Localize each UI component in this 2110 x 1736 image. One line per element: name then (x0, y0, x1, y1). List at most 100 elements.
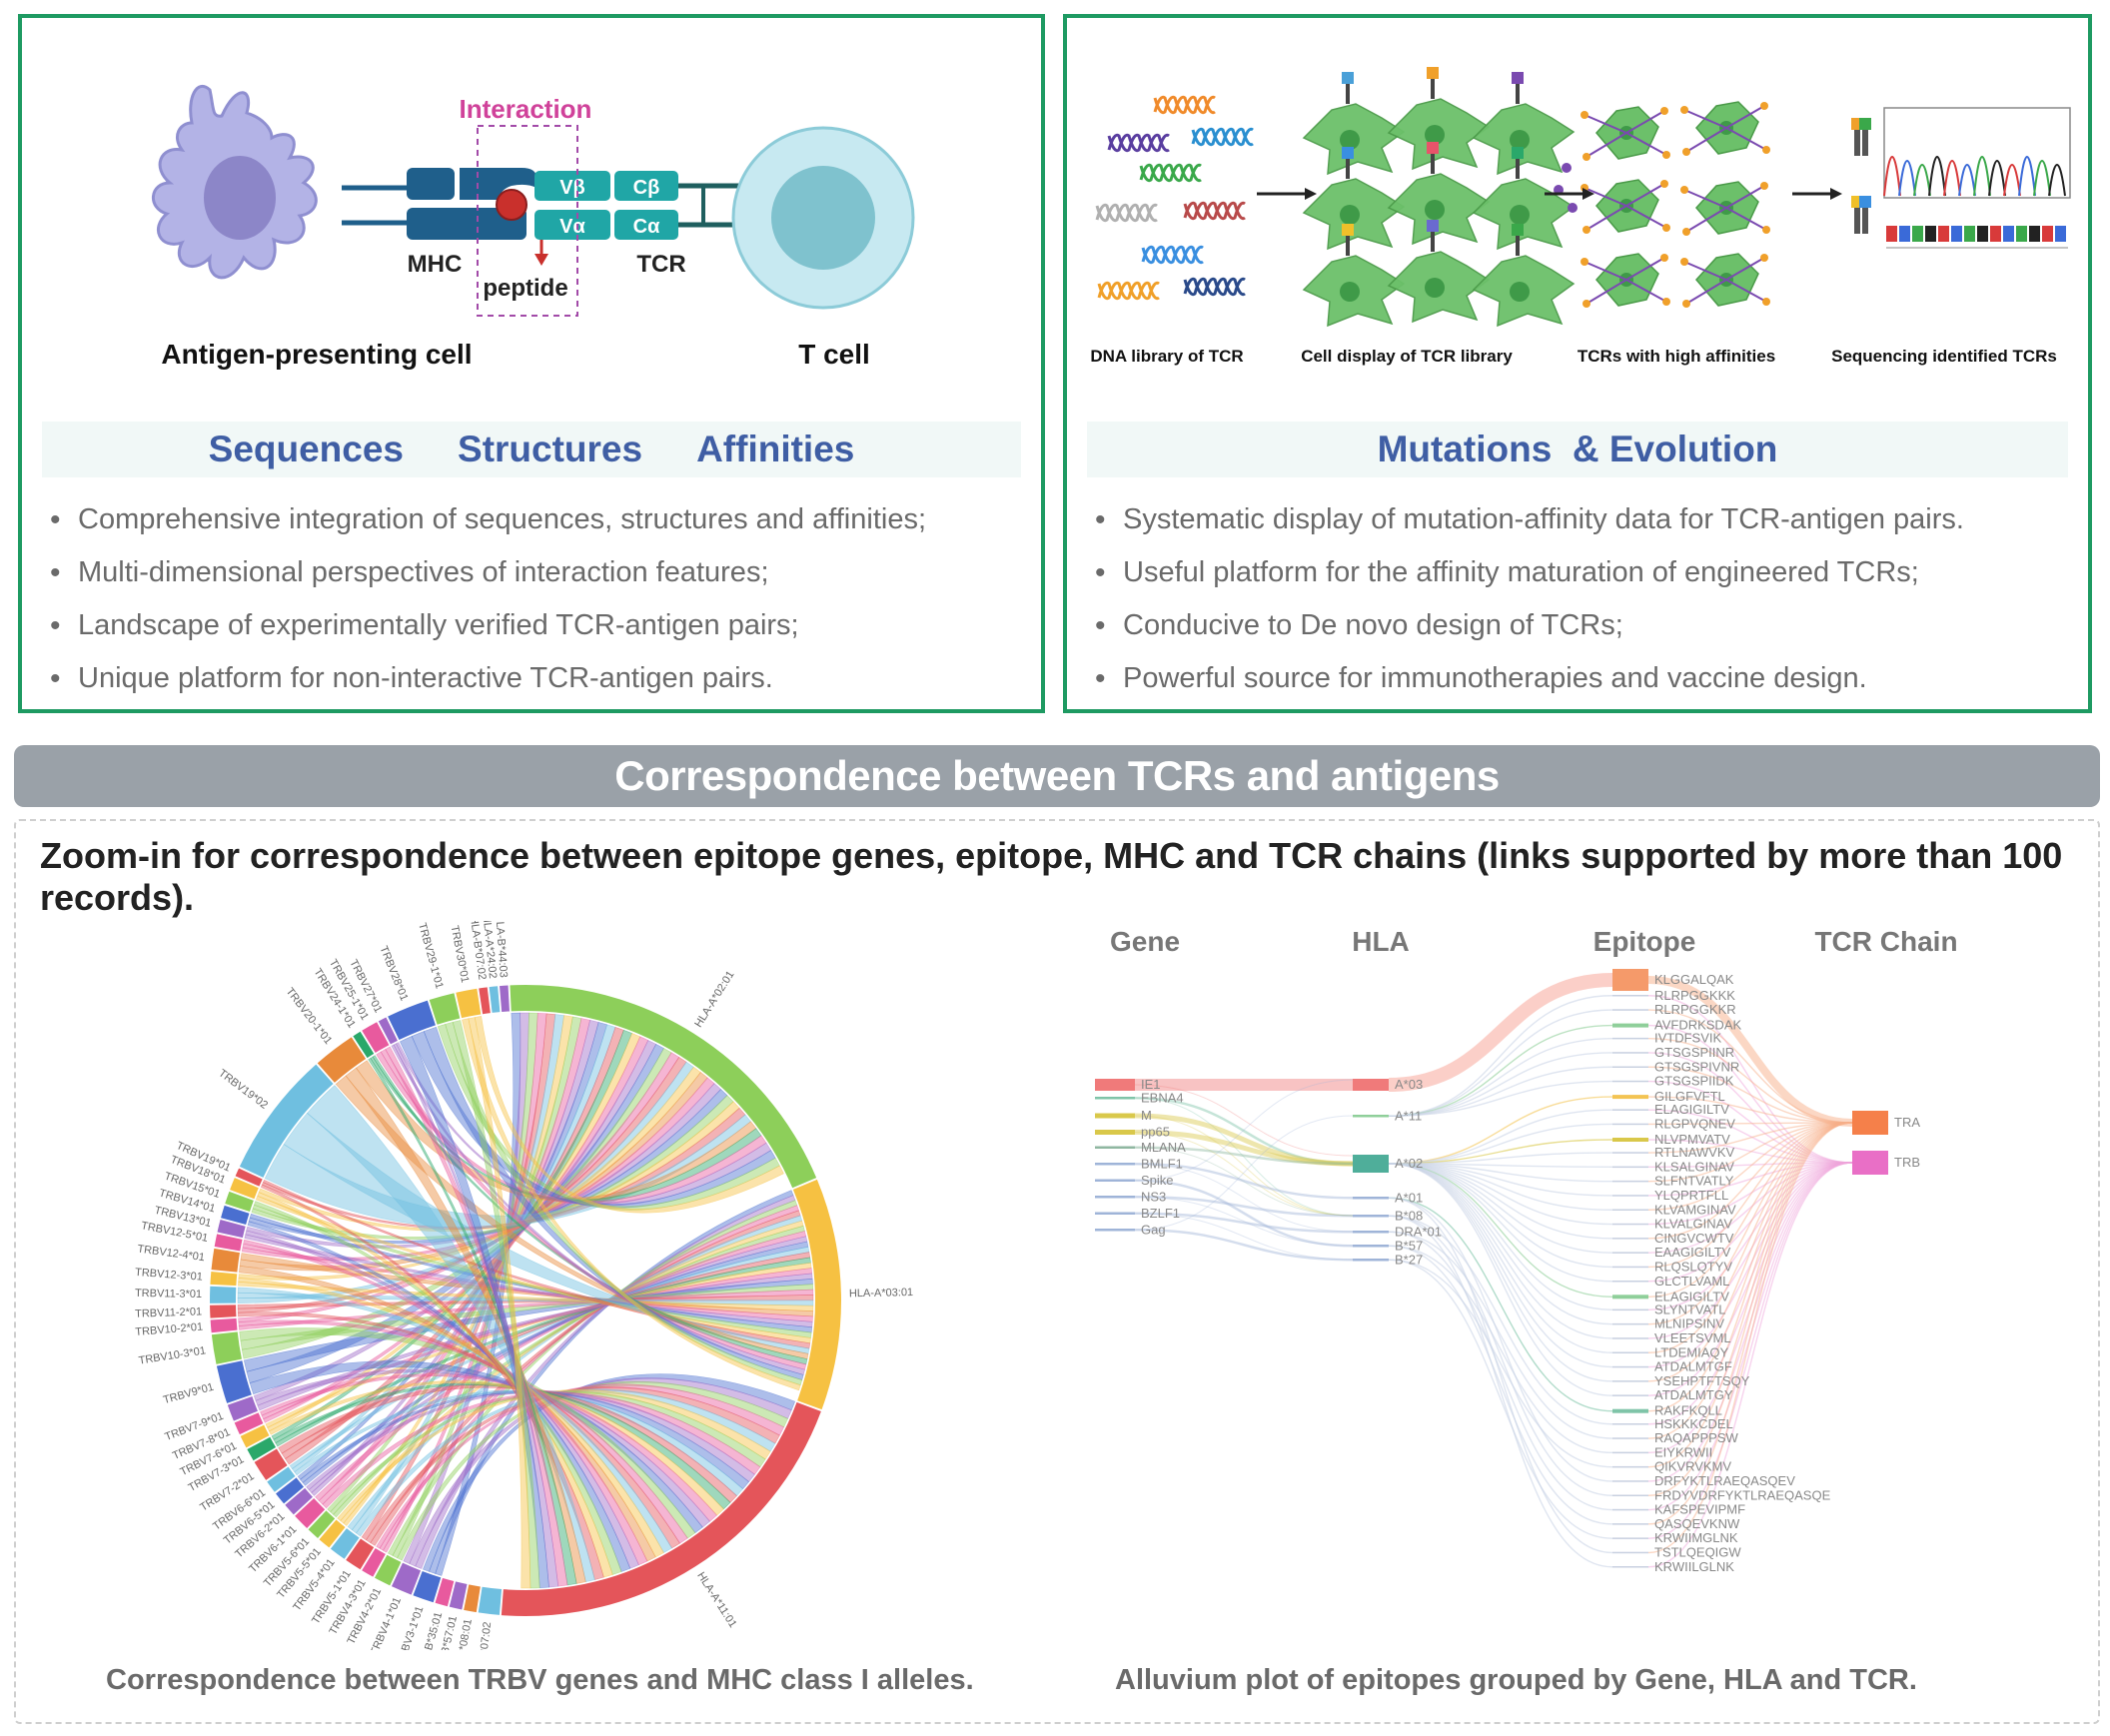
chord-segment[interactable] (449, 1581, 468, 1610)
alluvium-node[interactable] (1095, 1229, 1135, 1232)
alluvium-node[interactable] (1612, 1508, 1648, 1511)
chord-segment[interactable] (234, 1412, 264, 1435)
alluvium-node[interactable] (1612, 1337, 1648, 1339)
chord-segment[interactable] (214, 1234, 243, 1252)
alluvium-node[interactable] (1612, 1408, 1648, 1413)
alluvium-node[interactable] (1612, 1365, 1648, 1368)
alluvium-node[interactable] (1612, 1394, 1648, 1396)
alluvium-node[interactable] (1612, 1523, 1648, 1525)
chord-segment[interactable] (478, 1586, 503, 1615)
alluvium-node[interactable] (1612, 1152, 1648, 1154)
chord-segment[interactable] (235, 1168, 263, 1187)
chord-segment[interactable] (239, 1064, 334, 1178)
chord-segment[interactable] (217, 1220, 246, 1239)
alluvium-node[interactable] (1095, 1163, 1135, 1166)
alluvium-node[interactable] (1612, 1423, 1648, 1425)
chord-segment[interactable] (489, 986, 501, 1013)
chord-segment[interactable] (501, 1401, 821, 1616)
chord-segment[interactable] (211, 1248, 240, 1273)
alluvium-node[interactable] (1353, 1259, 1389, 1262)
chord-segment[interactable] (479, 987, 491, 1015)
chord-segment[interactable] (330, 1528, 360, 1559)
alluvium-node[interactable] (1612, 1180, 1648, 1183)
chord-segment[interactable] (227, 1396, 258, 1421)
chord-segment[interactable] (210, 1317, 238, 1333)
alluvium-node[interactable] (1095, 1212, 1135, 1216)
alluvium-node[interactable] (1612, 969, 1648, 991)
alluvium-node[interactable] (1612, 1109, 1648, 1111)
alluvium-node[interactable] (1612, 1080, 1648, 1083)
alluvium-node[interactable] (1612, 1494, 1648, 1497)
chord-segment[interactable] (435, 1577, 455, 1607)
alluvium-node[interactable] (1612, 1223, 1648, 1226)
chord-segment[interactable] (413, 1570, 442, 1603)
chord-segment[interactable] (216, 1360, 252, 1403)
chord-segment[interactable] (267, 1466, 296, 1492)
chord-segment[interactable] (230, 1178, 259, 1200)
alluvium-node[interactable] (1612, 1308, 1648, 1311)
chord-segment[interactable] (374, 1554, 402, 1586)
alluvium-node[interactable] (1612, 1465, 1648, 1468)
alluvium-node[interactable] (1612, 1281, 1648, 1283)
alluvium-node[interactable] (1095, 1079, 1135, 1091)
chord-segment[interactable] (362, 1547, 386, 1577)
chord-segment[interactable] (429, 993, 461, 1025)
chord-segment[interactable] (240, 1424, 270, 1448)
chord-segment[interactable] (308, 1510, 336, 1538)
alluvium-node[interactable] (1612, 1023, 1648, 1028)
chord-segment[interactable] (391, 1562, 422, 1595)
alluvium-node[interactable] (1612, 1266, 1648, 1269)
alluvium-node[interactable] (1612, 1066, 1648, 1069)
alluvium-node[interactable] (1353, 1245, 1389, 1248)
chord-segment[interactable] (378, 1017, 398, 1045)
alluvium-node[interactable] (1612, 1437, 1648, 1439)
alluvium-node[interactable] (1353, 1079, 1389, 1091)
chord-segment[interactable] (388, 1000, 436, 1041)
chord-segment[interactable] (510, 985, 817, 1189)
chord-segment[interactable] (254, 1448, 288, 1480)
alluvium-node[interactable] (1612, 1052, 1648, 1054)
chord-segment[interactable] (456, 988, 482, 1019)
alluvium-node[interactable] (1612, 1209, 1648, 1212)
alluvium-node[interactable] (1612, 1551, 1648, 1554)
alluvium-node[interactable] (1612, 1252, 1648, 1254)
alluvium-node[interactable] (1612, 1480, 1648, 1482)
alluvium-node[interactable] (1095, 1146, 1135, 1150)
chord-segment[interactable] (210, 1286, 237, 1303)
alluvium-node[interactable] (1612, 1322, 1648, 1325)
alluvium-node[interactable] (1095, 1179, 1135, 1183)
alluvium-node[interactable] (1612, 995, 1648, 997)
chord-segment[interactable] (317, 1037, 367, 1083)
alluvium-node[interactable] (1612, 1138, 1648, 1142)
alluvium-node[interactable] (1612, 1009, 1648, 1011)
chord-segment[interactable] (319, 1519, 346, 1548)
chord-segment[interactable] (225, 1191, 254, 1213)
chord-segment[interactable] (500, 985, 510, 1012)
alluvium-node[interactable] (1612, 1537, 1648, 1539)
chord-segment[interactable] (346, 1538, 375, 1570)
alluvium-node[interactable] (1095, 1196, 1135, 1199)
alluvium-node[interactable] (1353, 1231, 1389, 1234)
alluvium-node[interactable] (1612, 1123, 1648, 1126)
alluvium-node[interactable] (1353, 1197, 1389, 1200)
alluvium-node[interactable] (1353, 1155, 1389, 1173)
chord-segment[interactable] (221, 1205, 250, 1226)
chord-segment[interactable] (210, 1304, 237, 1318)
chord-segment[interactable] (464, 1584, 481, 1613)
chord-segment[interactable] (247, 1436, 277, 1461)
alluvium-node[interactable] (1612, 1566, 1648, 1568)
alluvium-node[interactable] (1612, 1166, 1648, 1169)
alluvium-node[interactable] (1612, 1351, 1648, 1354)
alluvium-node[interactable] (1612, 1037, 1648, 1040)
alluvium-node[interactable] (1353, 1115, 1389, 1118)
chord-segment[interactable] (792, 1179, 842, 1410)
chord-segment[interactable] (285, 1487, 313, 1515)
alluvium-node[interactable] (1612, 1380, 1648, 1382)
alluvium-node[interactable] (1612, 1451, 1648, 1454)
chord-segment[interactable] (362, 1022, 390, 1053)
alluvium-node[interactable] (1353, 1215, 1389, 1218)
chord-segment[interactable] (353, 1031, 375, 1059)
alluvium-node[interactable] (1095, 1113, 1135, 1119)
alluvium-node[interactable] (1095, 1130, 1135, 1135)
alluvium-node[interactable] (1612, 1238, 1648, 1240)
